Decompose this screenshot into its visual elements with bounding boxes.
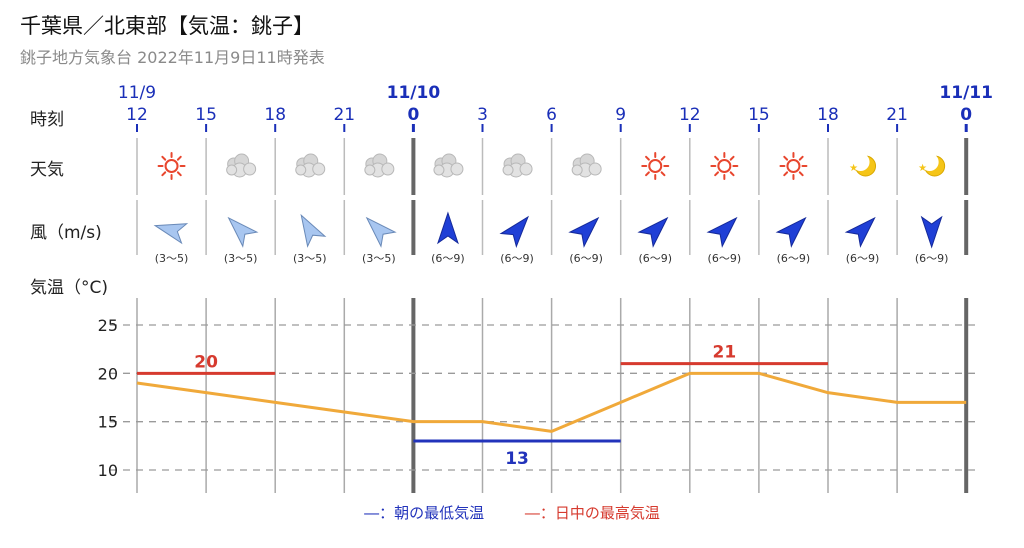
wind-speed-range: (6～9) xyxy=(846,252,880,265)
wind-speed-range: (6～9) xyxy=(569,252,603,265)
hour-label: 21 xyxy=(886,105,908,125)
date-label: 11/9 xyxy=(118,83,156,103)
morning-low-label: 13 xyxy=(505,449,529,469)
cloudy-icon xyxy=(295,153,326,178)
hour-label: 0 xyxy=(407,105,419,125)
hour-label: 21 xyxy=(333,105,355,125)
wind-speed-range: (6～9) xyxy=(708,252,742,265)
date-label: 11/10 xyxy=(387,83,441,103)
cloudy-icon xyxy=(364,153,395,178)
hour-label: 0 xyxy=(960,105,972,125)
sun-ray xyxy=(660,171,666,177)
hour-label: 3 xyxy=(477,105,488,125)
wind-arrow-icon xyxy=(499,215,529,248)
wind-speed-range: (6～9) xyxy=(777,252,811,265)
temperature-row-label: 気温（°C) xyxy=(30,278,108,298)
sun-ray xyxy=(176,171,182,177)
wind-arrow-icon xyxy=(153,223,189,245)
sun-ray xyxy=(729,171,735,177)
sun-ray xyxy=(783,155,789,161)
wind-arrow-icon xyxy=(568,216,600,248)
wind-speed-range: (6～9) xyxy=(915,252,949,265)
wind-speed-range: (6～9) xyxy=(500,252,534,265)
y-tick-label: 25 xyxy=(98,316,118,335)
sun-ray xyxy=(798,171,804,177)
y-tick-label: 20 xyxy=(98,364,118,383)
hour-label: 12 xyxy=(679,105,701,125)
legend: ―：朝の最低気温 ―：日中の最高気温 xyxy=(0,502,1024,523)
sun-ray xyxy=(729,155,735,161)
weather-row-label: 天気 xyxy=(30,160,64,180)
moon-shadow xyxy=(920,153,939,171)
wind-arrow-icon xyxy=(775,216,807,248)
wind-arrow-icon xyxy=(844,216,876,248)
cloudy-icon xyxy=(502,153,533,178)
y-tick-label: 15 xyxy=(98,413,118,432)
time-row-label: 時刻 xyxy=(30,110,64,130)
hour-label: 9 xyxy=(615,105,626,125)
star-icon: ★ xyxy=(849,163,858,174)
hour-label: 12 xyxy=(126,105,148,125)
sun-ray xyxy=(798,155,804,161)
wind-speed-range: (3～5) xyxy=(155,252,189,265)
sunny-icon xyxy=(717,159,732,173)
wind-speed-range: (6～9) xyxy=(638,252,672,265)
hour-label: 15 xyxy=(748,105,770,125)
wind-arrow-icon xyxy=(920,215,943,249)
star-icon: ★ xyxy=(918,163,927,174)
sun-ray xyxy=(660,155,666,161)
legend-high-temp: ―：日中の最高気温 xyxy=(524,504,660,522)
cloudy-icon xyxy=(226,153,257,178)
cloudy-icon xyxy=(433,153,464,178)
sun-ray xyxy=(645,155,650,161)
page-title: 千葉県／北東部【気温：銚子】 xyxy=(20,14,314,38)
wind-speed-range: (3～5) xyxy=(224,252,258,265)
daily-high-label: 21 xyxy=(713,343,737,363)
moon-shadow xyxy=(851,153,870,171)
cloudy-icon xyxy=(571,153,602,178)
y-tick-label: 10 xyxy=(98,461,118,480)
wind-arrow-icon xyxy=(706,216,738,248)
hour-label: 15 xyxy=(195,105,217,125)
sunny-icon xyxy=(164,159,179,173)
wind-arrow-icon xyxy=(436,211,459,245)
sun-ray xyxy=(714,155,719,161)
wind-arrow-icon xyxy=(300,213,327,248)
sun-ray xyxy=(161,155,167,161)
sun-ray xyxy=(714,171,719,177)
wind-speed-range: (6～9) xyxy=(431,252,465,265)
daily-high-label: 20 xyxy=(194,352,218,372)
legend-low-temp: ―：朝の最低気温 xyxy=(364,504,485,522)
sunny-icon xyxy=(786,159,801,173)
sun-ray xyxy=(645,171,650,177)
date-label: 11/11 xyxy=(939,83,993,103)
sun-ray xyxy=(161,171,167,177)
sun-ray xyxy=(783,171,789,177)
wind-arrow-icon xyxy=(365,216,397,248)
hour-label: 18 xyxy=(817,105,839,125)
wind-speed-range: (3～5) xyxy=(362,252,396,265)
sun-ray xyxy=(176,155,182,161)
temperature-series-line xyxy=(136,371,967,433)
wind-speed-range: (3～5) xyxy=(293,252,327,265)
wind-arrow-icon xyxy=(637,216,669,248)
wind-arrow-icon xyxy=(227,216,259,248)
sunny-icon xyxy=(648,159,663,173)
hour-label: 18 xyxy=(264,105,286,125)
page-subtitle: 銚子地方気象台 2022年11月9日11時発表 xyxy=(20,48,325,67)
hour-label: 6 xyxy=(546,105,557,125)
wind-row-label: 風（m/s) xyxy=(30,223,102,243)
